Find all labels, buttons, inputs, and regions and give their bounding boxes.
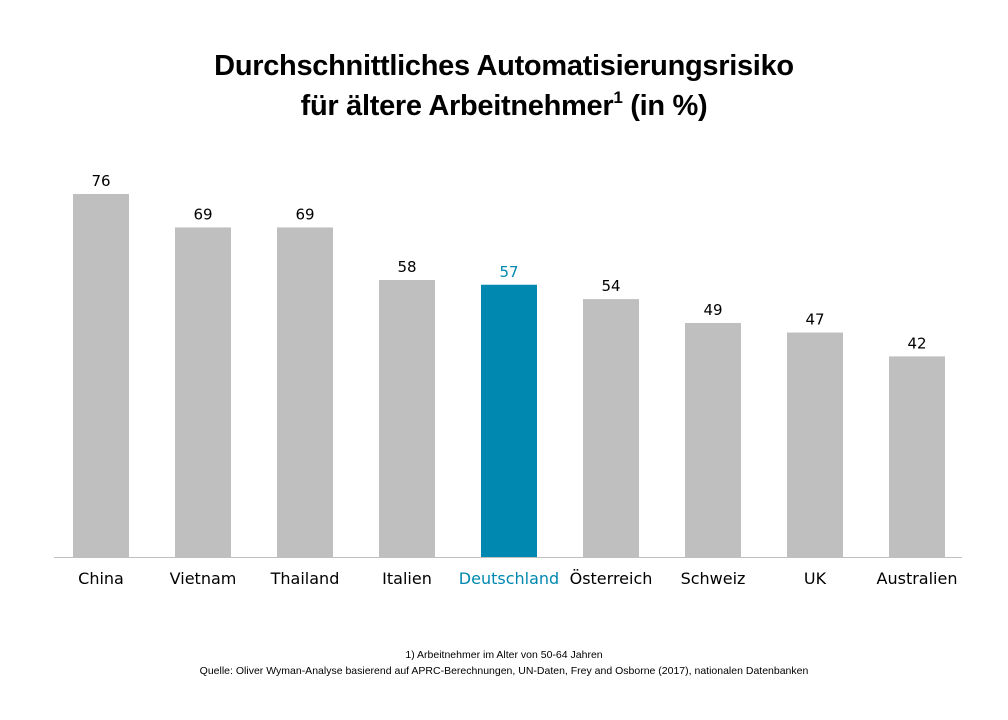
category-label-thailand: Thailand [270,569,340,588]
category-label-vietnam: Vietnam [170,569,237,588]
bar-uk [787,332,843,557]
source-note: Quelle: Oliver Wyman-Analyse basierend a… [199,665,809,677]
chart-title-line-1: Durchschnittliches Automatisierungsrisik… [214,50,794,82]
value-label-schweiz: 49 [703,301,722,319]
value-label-vietnam: 69 [193,205,212,223]
category-labels-group: China Vietnam Thailand Italien Deutschland Ös… [78,569,957,588]
bar-österreich [583,299,639,557]
value-label-italien: 58 [397,258,416,276]
bar-schweiz [685,322,741,557]
category-label-österreich: Österreich [570,569,653,588]
chart-title: Durchschnittliches Automatisierungsrisik… [0,46,1008,126]
bars-group [73,194,945,557]
value-label-china: 76 [91,172,110,190]
value-label-deutschland: 57 [499,263,518,281]
category-label-china: China [78,569,124,588]
category-label-deutschland: Deutschland [459,569,559,588]
bar-australien [889,356,945,557]
chart-title-line-2: für ältere Arbeitnehmer1 (in %) [0,86,1008,126]
category-label-australien: Australien [877,569,958,588]
chart-title-line-2-tail: (in %) [622,90,708,122]
bar-thailand [277,227,333,557]
category-label-italien: Italien [382,569,432,588]
chart-title-footnote-marker: 1 [613,88,623,107]
bar-vietnam [175,227,231,557]
value-label-australien: 42 [907,334,926,352]
value-label-uk: 47 [805,311,824,329]
bar-deutschland [481,284,537,557]
bar-italien [379,279,435,557]
category-label-uk: UK [804,569,827,588]
chart-title-line-2-main: für ältere Arbeitnehmer [300,90,614,122]
category-label-schweiz: Schweiz [681,569,746,588]
footnote-1: 1) Arbeitnehmer im Alter von 50-64 Jahre… [405,649,603,661]
value-labels-group: 76 69 69 58 57 54 49 47 42 [91,172,926,352]
bar-china [73,194,129,557]
value-label-österreich: 54 [601,277,620,295]
value-label-thailand: 69 [295,205,314,223]
